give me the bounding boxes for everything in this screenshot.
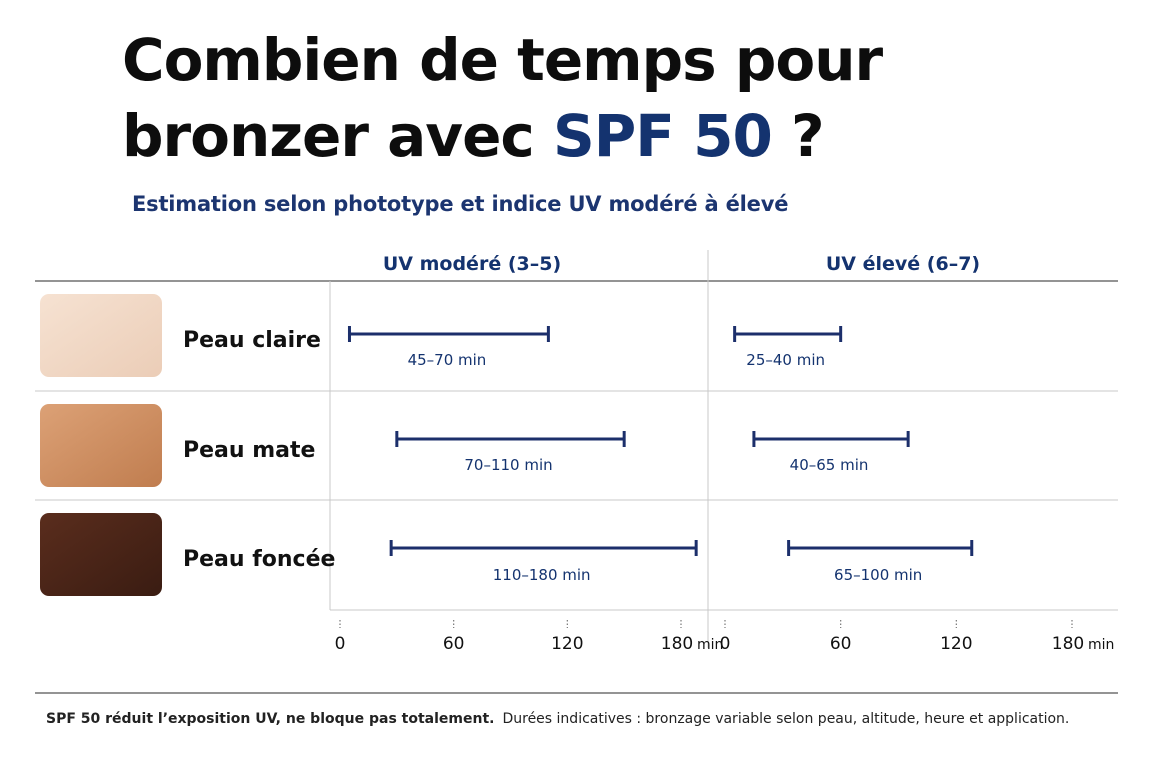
category-label: Peau claire <box>183 328 321 353</box>
title-line-1: Combien de temps pour <box>122 26 883 94</box>
skin-swatch-3 <box>40 513 162 596</box>
footer-normal-text: Durées indicatives : bronzage variable s… <box>502 711 1070 727</box>
panel-title: UV modéré (3–5) <box>383 253 561 275</box>
range-data-label: 45–70 min <box>408 351 487 369</box>
subtitle: Estimation selon phototype et indice UV … <box>132 192 789 216</box>
skin-swatch-2 <box>40 404 162 487</box>
tanning-range-chart: Peau claire Peau mate Peau foncée UV modéré… <box>35 250 1118 694</box>
axis-unit-label: min <box>1088 637 1114 653</box>
axis-tick-label: 0 <box>720 634 731 654</box>
category-label: Peau foncée <box>183 547 335 572</box>
range-data-label: 110–180 min <box>493 566 591 584</box>
footer-bold-text: SPF 50 réduit l’exposition UV, ne bloque… <box>46 711 495 727</box>
axis-tick-label: 60 <box>443 634 465 654</box>
axis-unit-label: min <box>697 637 723 653</box>
page-title: Combien de temps pour bronzer avec SPF 5… <box>122 22 883 174</box>
axis-tick-label: 180 <box>661 634 693 654</box>
title-highlight: SPF 50 <box>553 102 773 170</box>
panel-title: UV élevé (6–7) <box>826 253 980 275</box>
range-data-label: 65–100 min <box>834 566 922 584</box>
axis-tick-label: 120 <box>551 634 583 654</box>
title-line-2: bronzer avec <box>122 102 554 170</box>
axis-tick-label: 60 <box>830 634 852 654</box>
range-data-label: 40–65 min <box>790 456 869 474</box>
range-data-label: 25–40 min <box>746 351 825 369</box>
title-suffix: ? <box>771 102 825 170</box>
range-data-label: 70–110 min <box>464 456 552 474</box>
category-label: Peau mate <box>183 438 315 463</box>
footer-note: SPF 50 réduit l’exposition UV, ne bloque… <box>46 711 1069 727</box>
axis-tick-label: 120 <box>940 634 972 654</box>
axis-tick-label: 180 <box>1052 634 1084 654</box>
skin-swatch-1 <box>40 294 162 377</box>
axis-tick-label: 0 <box>335 634 346 654</box>
